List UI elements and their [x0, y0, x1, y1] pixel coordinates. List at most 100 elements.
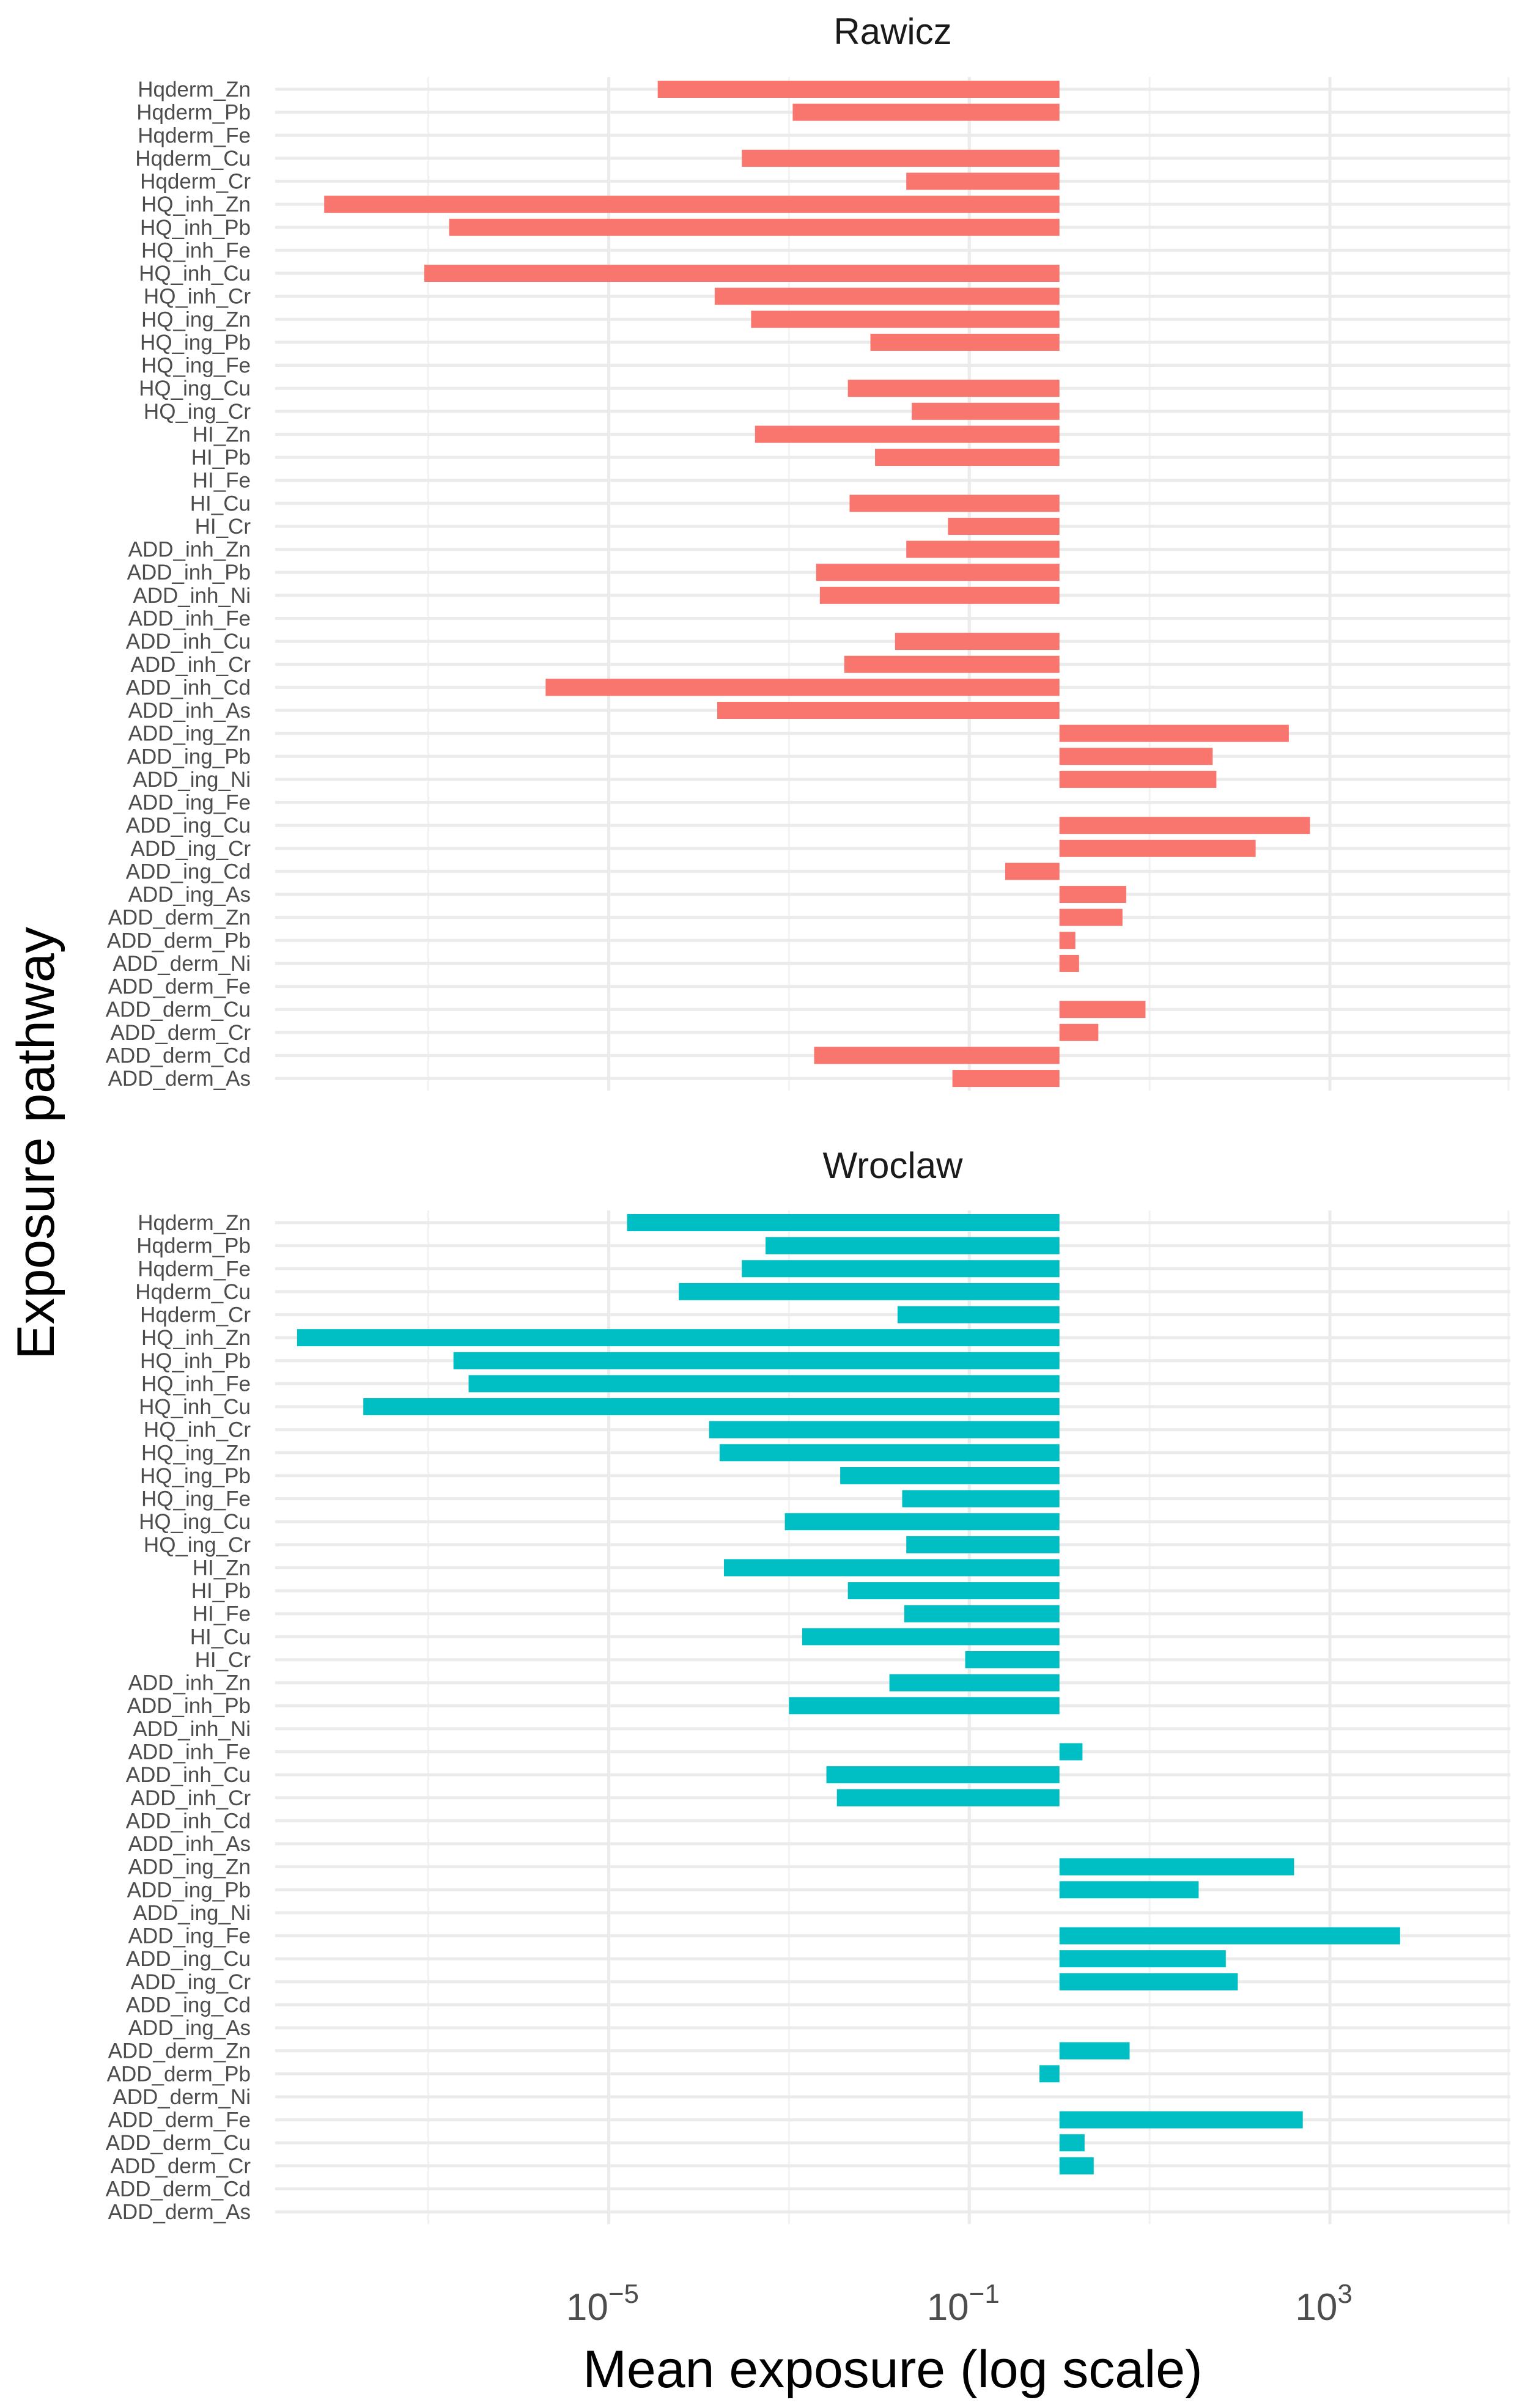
category-label: HQ_ing_Zn — [141, 307, 251, 331]
category-label: Hqderm_Zn — [138, 78, 251, 101]
bar-add-derm-as — [952, 1070, 1060, 1088]
bar-hq-inh-cr — [709, 1421, 1060, 1438]
category-label: HQ_inh_Pb — [140, 216, 251, 240]
category-label: ADD_derm_Cd — [106, 2177, 251, 2201]
category-label: HQ_inh_Cu — [139, 262, 251, 285]
facet-title: Rawicz — [833, 11, 951, 52]
category-label: HI_Cr — [195, 515, 251, 539]
category-label: ADD_inh_Cr — [131, 1786, 251, 1810]
bar-add-inh-zn — [906, 540, 1060, 558]
bar-add-derm-ni — [1059, 954, 1079, 972]
category-label: ADD_ing_Cr — [131, 1970, 251, 1994]
bar-hqderm-cu — [742, 149, 1060, 167]
category-label: Hqderm_Pb — [136, 1234, 251, 1258]
category-label: ADD_ing_Cu — [126, 814, 251, 838]
category-label: ADD_derm_Zn — [108, 906, 251, 930]
category-label: ADD_derm_Pb — [107, 929, 251, 952]
category-label: Hqderm_Fe — [138, 123, 251, 147]
category-label: HQ_inh_Cr — [144, 1418, 251, 1442]
x-tick-exponent: −1 — [969, 2279, 1000, 2309]
category-label: HI_Pb — [191, 1579, 251, 1603]
category-label: HQ_inh_Fe — [141, 238, 251, 262]
category-label: HQ_inh_Cu — [139, 1395, 251, 1419]
category-label: Hqderm_Zn — [138, 1211, 251, 1235]
category-label: HQ_ing_Pb — [140, 1464, 251, 1488]
bar-hqderm-cr — [897, 1306, 1060, 1324]
category-label: ADD_inh_Zn — [128, 1671, 251, 1695]
category-label: HI_Zn — [193, 1556, 251, 1580]
x-axis-title: Mean exposure (log scale) — [583, 2340, 1202, 2399]
bar-add-derm-fe — [1059, 2111, 1303, 2129]
bar-hi-pb — [875, 449, 1060, 466]
category-label: ADD_inh_Cr — [131, 653, 251, 677]
category-label: HQ_ing_Pb — [140, 331, 251, 355]
category-label: HI_Cr — [195, 1648, 251, 1672]
bar-hq-ing-fe — [902, 1490, 1060, 1508]
bar-add-ing-pb — [1059, 748, 1213, 765]
category-label: ADD_inh_Cu — [126, 1763, 251, 1787]
bar-hq-ing-pb — [840, 1467, 1060, 1484]
y-axis-title: Exposure pathway — [7, 927, 65, 1360]
facet-title: Wroclaw — [823, 1145, 964, 1186]
category-label: HQ_ing_Cu — [139, 377, 251, 400]
category-label: ADD_derm_As — [108, 2200, 251, 2224]
bar-hqderm-pb — [766, 1237, 1060, 1254]
category-label: ADD_derm_Cd — [106, 1044, 251, 1067]
category-label: Hqderm_Pb — [136, 101, 251, 125]
category-label: ADD_ing_Zn — [128, 722, 251, 746]
x-tick-exponent: 3 — [1337, 2279, 1352, 2309]
bar-add-derm-cu — [1059, 2134, 1085, 2152]
category-label: HQ_ing_Fe — [141, 354, 251, 378]
bar-add-ing-cr — [1059, 1973, 1238, 1990]
bar-hq-inh-zn — [324, 196, 1060, 213]
bar-add-inh-cu — [895, 633, 1060, 650]
bar-add-ing-cr — [1059, 839, 1256, 857]
category-label: ADD_ing_Pb — [127, 1878, 251, 1902]
category-label: ADD_ing_Cu — [126, 1947, 251, 1971]
bar-hqderm-cu — [679, 1283, 1060, 1300]
bar-add-ing-as — [1059, 886, 1126, 904]
category-label: ADD_derm_Ni — [113, 2085, 251, 2109]
bar-hi-fe — [904, 1605, 1060, 1622]
category-label: ADD_ing_Ni — [133, 768, 251, 792]
bar-add-inh-fe — [1059, 1743, 1083, 1761]
category-label: ADD_derm_As — [108, 1067, 251, 1091]
category-label: ADD_inh_Pb — [127, 561, 251, 584]
category-label: ADD_inh_Cd — [126, 1809, 251, 1833]
category-label: ADD_ing_Ni — [133, 1901, 251, 1925]
bar-hq-inh-pb — [449, 218, 1060, 236]
bar-hq-ing-cu — [847, 380, 1060, 397]
category-label: ADD_inh_Pb — [127, 1694, 251, 1718]
category-label: ADD_inh_Zn — [128, 538, 251, 562]
x-tick-base: 10 — [566, 2286, 608, 2329]
category-label: ADD_derm_Cr — [111, 1021, 251, 1045]
bar-add-derm-pb — [1039, 2065, 1060, 2083]
bar-hq-inh-pb — [453, 1352, 1060, 1369]
bar-hq-ing-cr — [906, 1536, 1060, 1553]
bar-add-derm-zn — [1059, 2042, 1130, 2060]
bar-hqderm-fe — [742, 1260, 1060, 1278]
bar-add-derm-cr — [1059, 1023, 1099, 1041]
category-label: ADD_ing_Zn — [128, 1855, 251, 1879]
bar-add-derm-zn — [1059, 908, 1123, 926]
category-label: HQ_ing_Cr — [144, 1533, 251, 1557]
bar-add-inh-pb — [789, 1697, 1060, 1715]
category-label: ADD_derm_Fe — [108, 975, 251, 999]
category-label: HI_Pb — [191, 446, 251, 469]
category-label: HQ_inh_Zn — [141, 1326, 251, 1350]
facet-panel-rawicz: RawiczHqderm_ZnHqderm_PbHqderm_FeHqderm_… — [106, 11, 1510, 1091]
category-label: ADD_ing_As — [128, 2016, 251, 2040]
category-label: Hqderm_Cr — [140, 170, 251, 194]
bar-add-ing-cu — [1059, 1950, 1226, 1968]
bar-add-derm-cr — [1059, 2157, 1094, 2174]
bar-add-ing-cd — [1005, 863, 1060, 880]
category-label: ADD_ing_Fe — [128, 791, 251, 815]
bar-add-derm-cu — [1059, 1001, 1146, 1018]
x-tick-base: 10 — [927, 2286, 969, 2329]
bar-add-inh-zn — [889, 1674, 1060, 1692]
bar-hi-zn — [723, 1559, 1060, 1577]
category-label: ADD_derm_Cr — [111, 2154, 251, 2178]
category-label: Hqderm_Cu — [135, 147, 251, 171]
